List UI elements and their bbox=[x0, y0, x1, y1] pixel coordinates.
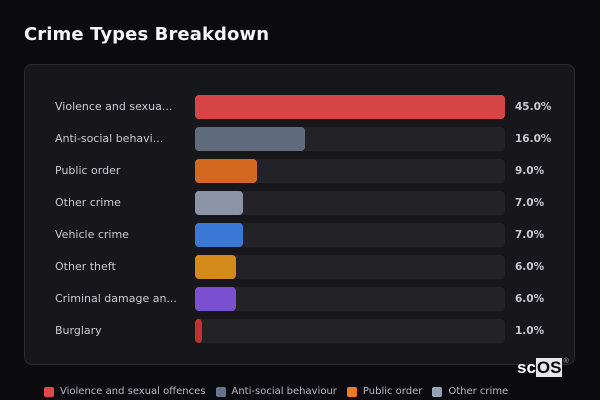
bar-track bbox=[195, 223, 505, 247]
bar-value: 1.0% bbox=[515, 325, 545, 337]
chart-legend: Violence and sexual offences Anti-social… bbox=[44, 386, 508, 397]
legend-label: Other crime bbox=[448, 386, 509, 397]
legend-item[interactable]: Anti-social behaviour bbox=[215, 386, 337, 397]
legend-label: Public order bbox=[362, 386, 423, 397]
bar-row: Criminal damage an... 6.0% bbox=[25, 287, 574, 311]
bar-row: Other theft 6.0% bbox=[25, 255, 574, 279]
legend-item[interactable]: Violence and sexual offences bbox=[44, 386, 206, 397]
bar-fill[interactable] bbox=[195, 95, 505, 119]
legend-item[interactable]: Other crime bbox=[432, 386, 508, 397]
bar-row: Public order 9.0% bbox=[25, 159, 574, 183]
bar-value: 9.0% bbox=[515, 165, 545, 177]
bar-row: Violence and sexua... 45.0% bbox=[25, 95, 574, 119]
bar-label: Violence and sexua... bbox=[55, 100, 173, 113]
bar-track bbox=[195, 95, 505, 119]
bar-fill[interactable] bbox=[195, 287, 236, 311]
bar-value: 6.0% bbox=[515, 293, 545, 305]
bar-fill[interactable] bbox=[195, 255, 236, 279]
bar-track bbox=[195, 127, 505, 151]
chart-panel: Violence and sexua... 45.0% Anti-social … bbox=[24, 64, 575, 365]
bar-label: Vehicle crime bbox=[55, 228, 129, 241]
legend-swatch bbox=[215, 386, 226, 397]
bar-track bbox=[195, 255, 505, 279]
bar-fill[interactable] bbox=[195, 319, 202, 343]
bar-track bbox=[195, 159, 505, 183]
bar-track bbox=[195, 191, 505, 215]
bar-fill[interactable] bbox=[195, 159, 257, 183]
bar-value: 7.0% bbox=[515, 197, 545, 209]
bar-row: Vehicle crime 7.0% bbox=[25, 223, 574, 247]
bar-value: 6.0% bbox=[515, 261, 545, 273]
legend-label: Anti-social behaviour bbox=[231, 386, 337, 397]
bar-row: Burglary 1.0% bbox=[25, 319, 574, 343]
bar-label: Other crime bbox=[55, 196, 121, 209]
bar-row: Anti-social behavi... 16.0% bbox=[25, 127, 574, 151]
bar-value: 7.0% bbox=[515, 229, 545, 241]
bar-label: Anti-social behavi... bbox=[55, 132, 164, 145]
bar-fill[interactable] bbox=[195, 223, 243, 247]
bar-label: Criminal damage an... bbox=[55, 292, 177, 305]
legend-swatch bbox=[44, 386, 54, 397]
bar-track bbox=[195, 287, 505, 311]
bar-fill[interactable] bbox=[195, 127, 305, 151]
bar-row: Other crime 7.0% bbox=[25, 191, 574, 215]
chart-title: Crime Types Breakdown bbox=[24, 24, 270, 45]
legend-swatch bbox=[432, 386, 443, 397]
bar-label: Public order bbox=[55, 164, 121, 177]
bar-value: 45.0% bbox=[515, 101, 552, 113]
bar-track bbox=[195, 319, 505, 343]
scos-logo: sc OS ® bbox=[517, 358, 569, 377]
bar-label: Burglary bbox=[55, 324, 102, 337]
bar-value: 16.0% bbox=[515, 133, 552, 145]
bar-fill[interactable] bbox=[195, 191, 243, 215]
legend-label: Violence and sexual offences bbox=[60, 386, 206, 397]
bar-label: Other theft bbox=[55, 260, 116, 273]
legend-item[interactable]: Public order bbox=[346, 386, 423, 397]
legend-swatch bbox=[346, 386, 357, 397]
